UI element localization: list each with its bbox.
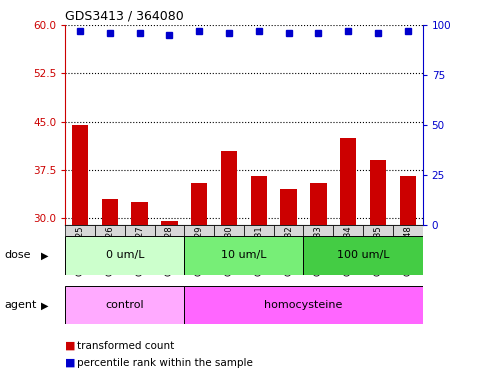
Bar xyxy=(185,225,214,236)
Bar xyxy=(131,202,148,225)
Text: dose: dose xyxy=(5,250,31,260)
Bar xyxy=(303,225,333,236)
Bar xyxy=(399,176,416,225)
Bar xyxy=(303,236,423,275)
Text: GSM240527: GSM240527 xyxy=(135,225,144,276)
Bar xyxy=(102,199,118,225)
Text: agent: agent xyxy=(5,300,37,310)
Text: GSM240534: GSM240534 xyxy=(344,225,353,276)
Bar xyxy=(370,160,386,225)
Bar xyxy=(340,138,356,225)
Bar xyxy=(155,225,185,236)
Text: ▶: ▶ xyxy=(41,300,48,310)
Bar xyxy=(72,125,88,225)
Text: transformed count: transformed count xyxy=(77,341,174,351)
Bar xyxy=(161,222,178,225)
Bar xyxy=(65,286,185,324)
Text: percentile rank within the sample: percentile rank within the sample xyxy=(77,358,253,368)
Bar xyxy=(125,225,155,236)
Bar xyxy=(65,236,185,275)
Bar xyxy=(95,225,125,236)
Bar xyxy=(221,151,237,225)
Text: control: control xyxy=(105,300,144,310)
Text: GDS3413 / 364080: GDS3413 / 364080 xyxy=(65,10,184,23)
Bar xyxy=(274,225,303,236)
Text: ■: ■ xyxy=(65,341,76,351)
Bar xyxy=(281,189,297,225)
Bar xyxy=(251,176,267,225)
Text: GSM240848: GSM240848 xyxy=(403,225,412,276)
Bar xyxy=(185,236,303,275)
Text: GSM240530: GSM240530 xyxy=(225,225,233,276)
Text: GSM240535: GSM240535 xyxy=(373,225,383,276)
Text: GSM240525: GSM240525 xyxy=(76,225,85,276)
Bar xyxy=(310,183,327,225)
Text: 0 um/L: 0 um/L xyxy=(105,250,144,260)
Bar xyxy=(185,286,423,324)
Text: GSM240531: GSM240531 xyxy=(255,225,263,276)
Text: ▶: ▶ xyxy=(41,250,48,260)
Bar xyxy=(191,183,207,225)
Text: GSM240532: GSM240532 xyxy=(284,225,293,276)
Bar xyxy=(363,225,393,236)
Text: 10 um/L: 10 um/L xyxy=(221,250,267,260)
Text: homocysteine: homocysteine xyxy=(264,300,342,310)
Text: ■: ■ xyxy=(65,358,76,368)
Bar xyxy=(333,225,363,236)
Text: GSM240529: GSM240529 xyxy=(195,225,204,276)
Text: GSM240533: GSM240533 xyxy=(314,225,323,276)
Bar xyxy=(244,225,274,236)
Bar xyxy=(393,225,423,236)
Bar xyxy=(65,225,95,236)
Text: 100 um/L: 100 um/L xyxy=(337,250,389,260)
Text: GSM240526: GSM240526 xyxy=(105,225,114,276)
Text: GSM240528: GSM240528 xyxy=(165,225,174,276)
Bar xyxy=(214,225,244,236)
